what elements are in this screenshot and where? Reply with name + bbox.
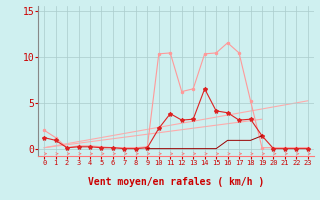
X-axis label: Vent moyen/en rafales ( km/h ): Vent moyen/en rafales ( km/h )	[88, 177, 264, 187]
